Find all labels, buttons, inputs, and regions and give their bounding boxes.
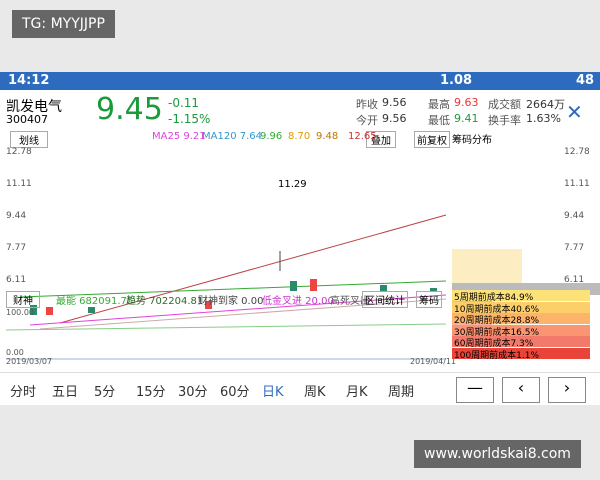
indicator-item: 财神到家 0.00 [198, 296, 264, 307]
indicator-item: 趋势 702204.81 [126, 296, 204, 307]
axis-label: 12.78 [564, 147, 590, 157]
period-tab[interactable]: 月K [346, 385, 368, 400]
axis-label: 11.11 [6, 179, 32, 189]
stat-value: 2664万 [526, 98, 565, 111]
date-label: 2019/03/07 [6, 357, 53, 366]
ma-label: MA25 9.21 [152, 131, 206, 142]
nav-button[interactable]: › [548, 377, 586, 403]
period-tab[interactable]: 15分 [136, 385, 166, 400]
cost-row: 60周期前成本7.3% [452, 336, 590, 349]
speed: 1.08 [440, 73, 473, 88]
tab-bar: 分时 五日 5分 15分 30分 60分 日K 周K 月K 周期 — ‹ › [0, 372, 600, 406]
date-label: 2019/04/11 [410, 357, 457, 366]
chips-button[interactable]: 筹码 [416, 291, 442, 308]
stat-value: 9.56 [382, 112, 407, 125]
ma-label: MA120 7.64 [202, 131, 262, 142]
nav-button[interactable]: ‹ [502, 377, 540, 403]
ma-label: 12.65 [348, 131, 377, 142]
ma-label: 9.96 [260, 131, 283, 142]
period-tab[interactable]: 周期 [388, 385, 415, 400]
nav-button[interactable]: — [456, 377, 494, 403]
change-pct: -1.15% [168, 112, 211, 126]
indicator-name[interactable]: 财神 [6, 291, 40, 308]
range-button[interactable]: 区间统计 [362, 291, 408, 308]
axis-label: 7.77 [6, 243, 27, 253]
axis-label: 11.11 [564, 179, 590, 189]
period-tab[interactable]: 60分 [220, 385, 250, 400]
period-tab[interactable]: 五日 [52, 385, 79, 400]
stat-label: 换手率 [488, 114, 521, 127]
stat-value: 9.56 [382, 96, 407, 109]
axis-label: 6.11 [6, 275, 27, 285]
indicator-item: 最能 682091.75 [56, 296, 134, 307]
stat-label: 昨收 [356, 98, 378, 111]
annotation: 11.29 [278, 179, 307, 190]
cost-row: 20周期前成本28.8% [452, 313, 590, 326]
chips-tab[interactable]: 筹码分布 [452, 135, 492, 146]
time: 14:12 [8, 73, 50, 88]
period-tab[interactable]: 周K [304, 385, 326, 400]
cost-row: 10周期前成本40.6% [452, 301, 590, 315]
watermark: www.worldskai8.com [414, 440, 581, 468]
stat-label: 今开 [356, 114, 378, 127]
price: 9.45 [96, 92, 163, 127]
cost-row: 5周期前成本84.9% [452, 290, 590, 303]
ma-label: 8.70 [288, 131, 311, 142]
stat-value: 1.63% [526, 112, 561, 125]
adjust-button[interactable]: 前复权 [414, 131, 450, 148]
stat-value: 9.41 [454, 112, 479, 125]
indicator-item: 低金叉进 20.00 [262, 296, 334, 307]
axis-label: 0.00 [6, 348, 24, 357]
axis-label: 12.78 [6, 147, 32, 157]
battery: 48 [576, 73, 595, 88]
axis-label: 9.44 [564, 211, 585, 221]
watermark: TG: MYYJJPP [12, 10, 115, 38]
app: 14:12 1.08 48 凯发电气 300407 9.45 -0.11 -1.… [0, 72, 600, 405]
stat-label: 成交额 [488, 98, 521, 111]
period-tab[interactable]: 5分 [94, 385, 116, 400]
close-button[interactable]: ✕ [566, 100, 583, 124]
stat-label: 最高 [428, 98, 450, 111]
draw-button[interactable]: 划线 [10, 131, 48, 148]
indicator-item: 高死叉出 [330, 296, 370, 307]
status-bar: 14:12 1.08 48 [0, 72, 600, 90]
change: -0.11 [168, 96, 200, 110]
axis-label: 6.11 [564, 275, 585, 285]
stock-code: 300407 [6, 113, 48, 126]
indicator-bar: 财神 最能 682091.75 趋势 702204.81 财神到家 0.00 低金叉进 … [0, 290, 450, 308]
stock-name[interactable]: 凯发电气 [6, 99, 62, 115]
cost-row: 30周期前成本16.5% [452, 324, 590, 338]
stat-value: 9.63 [454, 96, 479, 109]
cost-row: 100周期前成本1.1% [452, 347, 590, 361]
toolbar: 划线 叠加 前复权 筹码分布 MA25 9.21 MA120 7.64 9.96 8.… [0, 131, 600, 148]
period-tab[interactable]: 30分 [178, 385, 208, 400]
ma-label: 9.48 [316, 131, 339, 142]
stat-label: 最低 [428, 114, 450, 127]
axis-label: 100.00 [6, 308, 34, 317]
axis-label: 7.77 [564, 243, 585, 253]
axis-label: 9.44 [6, 211, 27, 221]
period-tab[interactable]: 分时 [10, 385, 37, 400]
period-tab[interactable]: 日K [262, 385, 284, 400]
overlay-button[interactable]: 叠加 [366, 131, 396, 148]
